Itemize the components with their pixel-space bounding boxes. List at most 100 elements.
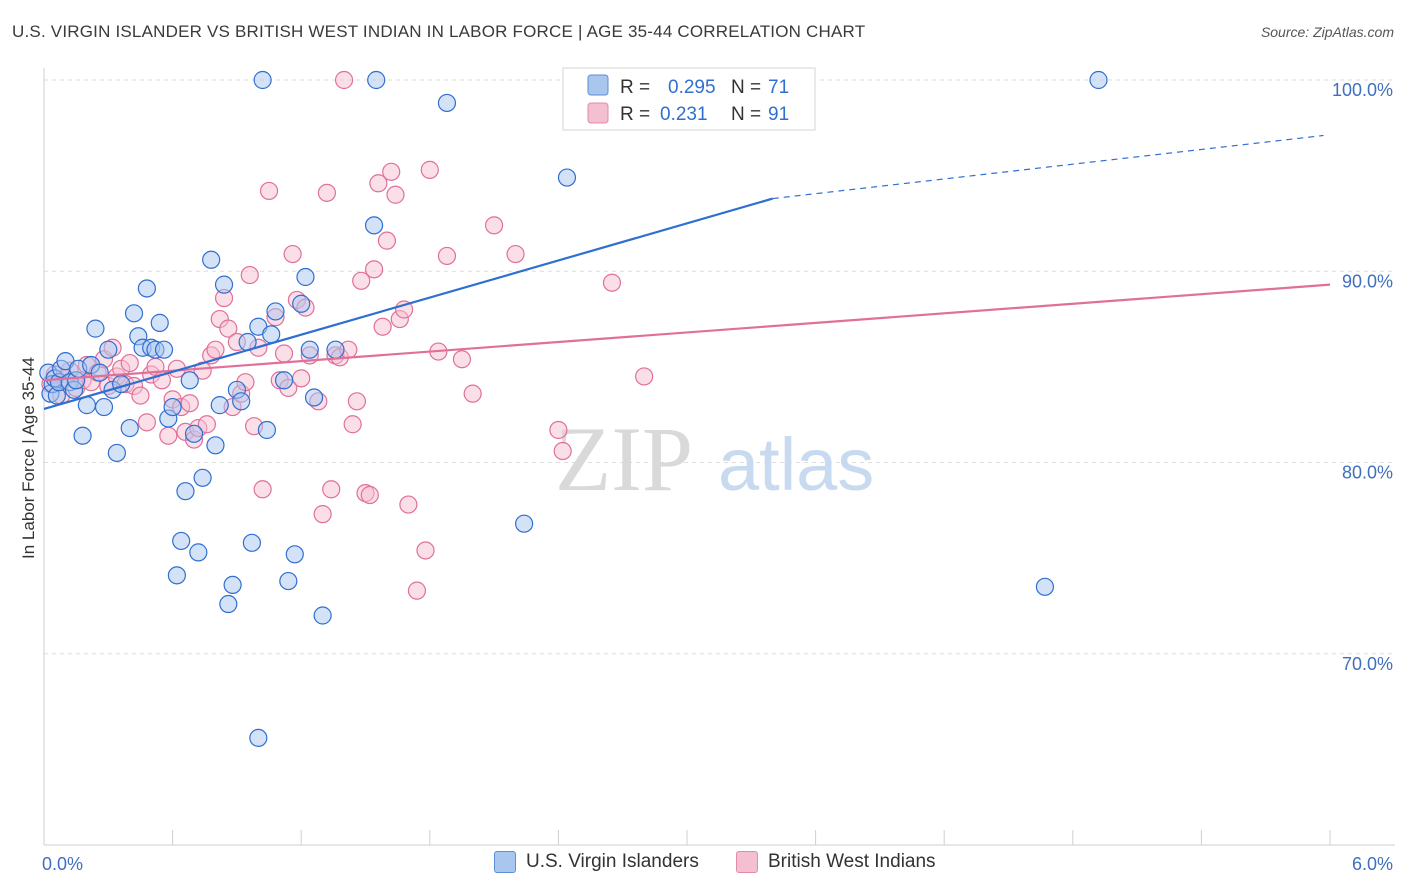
vi-point-26 xyxy=(137,279,156,298)
bwi-point-72 xyxy=(377,231,397,250)
bwi-point-32 xyxy=(197,415,216,434)
bottom-legend-item-virgin-islanders: U.S. Virgin Islanders xyxy=(494,851,699,873)
vi-point-67 xyxy=(437,93,457,113)
vi-point-49 xyxy=(242,533,262,552)
vi-point-35 xyxy=(176,482,195,501)
y-tick-labels: 70.0% 80.0% 90.0% 100.0% xyxy=(1332,80,1393,674)
vi-point-47 xyxy=(232,392,251,411)
trend-line-virgin-islanders-extrapolated xyxy=(772,134,1324,200)
vi-point-22 xyxy=(120,418,139,438)
vi-point-59 xyxy=(296,267,315,287)
x-tick-label-max: 6.0% xyxy=(1352,854,1393,874)
legend-r-label-2: R = xyxy=(620,104,650,125)
chart-title: U.S. VIRGIN ISLANDER VS BRITISH WEST IND… xyxy=(12,22,866,41)
bwi-point-51 xyxy=(283,244,302,264)
y-tick-label-100: 100.0% xyxy=(1332,80,1393,100)
bottom-legend: U.S. Virgin Islanders British West India… xyxy=(0,851,1406,879)
vi-point-63 xyxy=(313,606,332,625)
bwi-point-62 xyxy=(334,70,354,90)
vi-point-69 xyxy=(557,168,577,187)
source-label: Source: ZipAtlas.com xyxy=(1260,24,1394,40)
vi-point-54 xyxy=(266,302,285,321)
vi-point-41 xyxy=(206,436,225,455)
bottom-legend-label-2: British West Indians xyxy=(768,851,936,872)
vi-point-56 xyxy=(279,571,298,591)
legend-r-value-2: 0.231 xyxy=(660,104,708,125)
vi-point-62 xyxy=(249,728,268,748)
bottom-legend-label-1: U.S. Virgin Islanders xyxy=(526,851,699,872)
vi-point-37 xyxy=(184,424,204,443)
watermark: ZIP atlas xyxy=(555,408,874,510)
vi-point-12 xyxy=(73,426,92,445)
vi-point-66 xyxy=(367,70,386,90)
vi-point-20 xyxy=(107,443,126,463)
x-tick-labels: 0.0% 6.0% xyxy=(42,854,1393,874)
bwi-point-79 xyxy=(416,541,435,560)
bwi-point-83 xyxy=(452,350,472,369)
bwi-point-34 xyxy=(206,340,225,359)
vi-point-33 xyxy=(167,566,186,585)
vi-point-40 xyxy=(202,250,221,269)
vi-point-23 xyxy=(124,304,144,323)
bwi-point-46 xyxy=(259,181,279,201)
legend-swatch-blue xyxy=(587,74,609,96)
bwi-point-71 xyxy=(373,317,392,336)
vi-point-38 xyxy=(189,543,208,562)
vi-point-29 xyxy=(150,313,169,332)
vi-point-36 xyxy=(180,371,199,390)
watermark-atlas: atlas xyxy=(718,423,874,506)
bwi-point-84 xyxy=(463,384,482,403)
bwi-point-77 xyxy=(399,495,418,514)
bwi-point-80 xyxy=(420,160,439,179)
trend-lines xyxy=(43,134,1331,411)
bwi-point-85 xyxy=(485,216,504,235)
vi-point-45 xyxy=(223,575,242,595)
bwi-point-16 xyxy=(120,353,139,373)
vi-point-44 xyxy=(219,594,238,614)
vi-point-32 xyxy=(163,397,182,417)
vi-point-55 xyxy=(274,371,294,390)
bottom-legend-item-british-west-indians: British West Indians xyxy=(736,851,936,873)
bwi-point-73 xyxy=(382,162,401,181)
y-tick-label-70: 70.0% xyxy=(1342,654,1393,674)
vi-point-60 xyxy=(300,340,319,359)
bwi-point-42 xyxy=(240,265,259,285)
bwi-point-82 xyxy=(437,246,457,266)
legend-swatch-pink xyxy=(587,102,609,124)
y-tick-label-80: 80.0% xyxy=(1342,463,1393,483)
gridlines xyxy=(44,79,1395,655)
vi-point-71 xyxy=(1089,70,1108,90)
axes xyxy=(43,68,1395,846)
vi-point-51 xyxy=(253,70,272,90)
legend-n-label-1: N = xyxy=(731,77,761,98)
watermark-zip: ZIP xyxy=(555,408,693,510)
bwi-point-28 xyxy=(180,394,199,413)
vi-point-17 xyxy=(94,397,114,417)
bwi-point-65 xyxy=(347,392,367,411)
vi-point-65 xyxy=(364,216,384,235)
bwi-point-88 xyxy=(553,441,572,461)
bwi-point-68 xyxy=(360,485,379,505)
bwi-point-37 xyxy=(219,319,238,338)
vi-point-18 xyxy=(99,340,118,359)
trend-line-british-west-indians xyxy=(43,283,1331,382)
bwi-point-86 xyxy=(506,244,525,264)
y-axis-label: In Labor Force | Age 35-44 xyxy=(19,357,38,559)
bwi-point-45 xyxy=(253,480,272,499)
legend-r-label-1: R = xyxy=(620,77,650,98)
vi-point-53 xyxy=(262,325,281,344)
bwi-point-70 xyxy=(369,174,388,193)
y-tick-label-90: 90.0% xyxy=(1342,271,1393,291)
trend-line-virgin-islanders xyxy=(43,197,774,411)
bwi-point-53 xyxy=(292,369,311,388)
bwi-point-66 xyxy=(352,271,371,290)
legend-n-value-1: 71 xyxy=(768,77,789,98)
bottom-legend-swatch-blue xyxy=(494,851,516,873)
bwi-point-90 xyxy=(602,273,622,292)
legend-box: R = 0.295 N = 71 R = 0.231 N = 91 xyxy=(562,67,816,131)
bottom-legend-swatch-pink xyxy=(736,851,758,873)
vi-point-15 xyxy=(86,319,105,338)
bwi-point-59 xyxy=(322,480,341,499)
legend-n-value-2: 91 xyxy=(768,104,789,125)
